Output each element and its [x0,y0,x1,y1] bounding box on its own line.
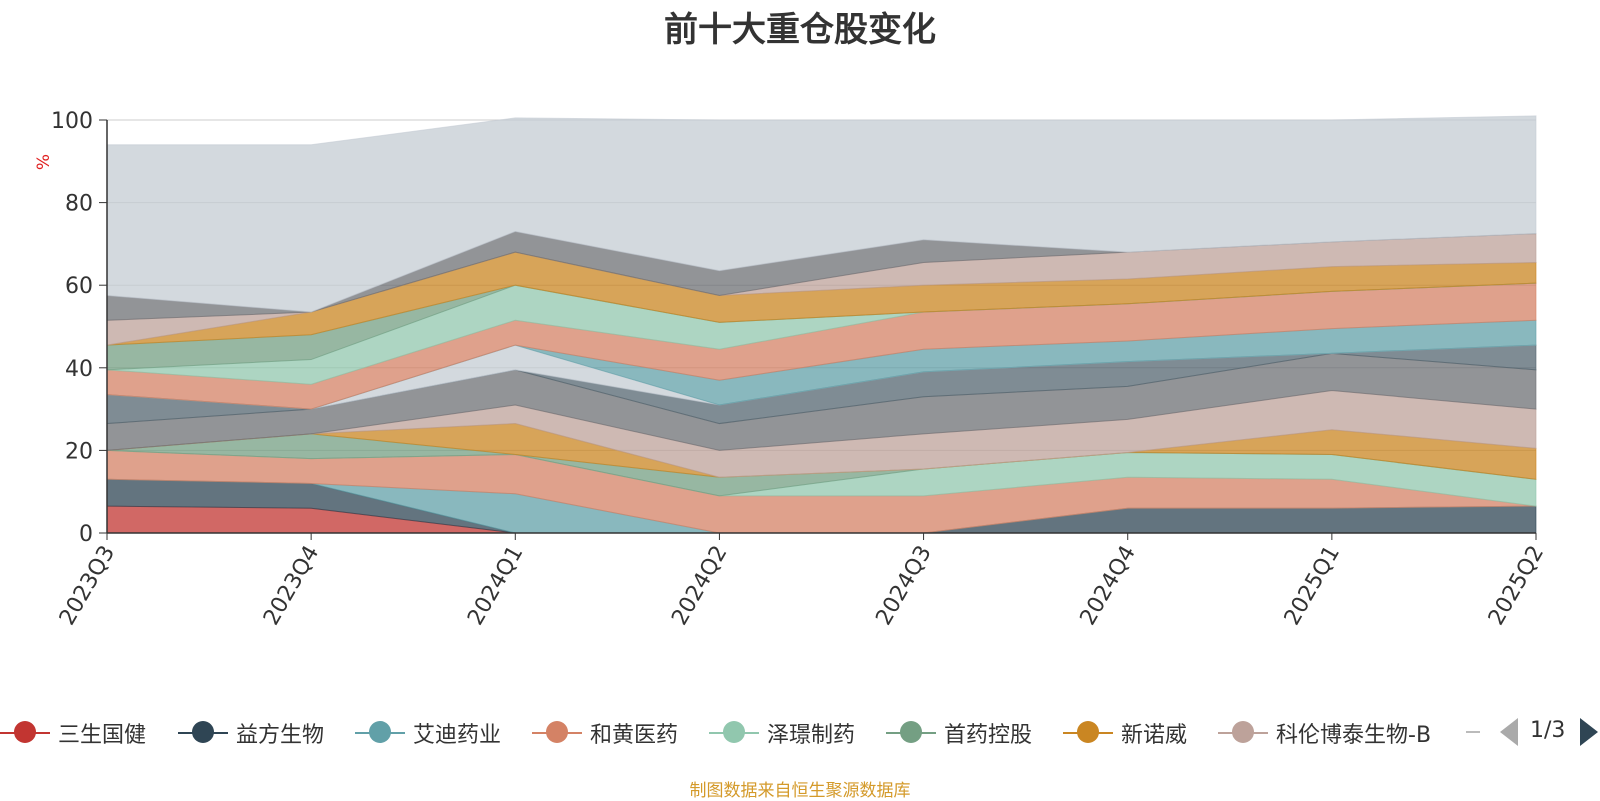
legend-label: 新诺威 [1121,723,1188,748]
legend-marker-icon [1063,720,1113,746]
legend-item[interactable]: 和黄医药 [532,713,678,753]
x-tick-label: 2023Q3 [55,542,120,630]
legend-page-indicator: 1/3 [1530,718,1566,743]
legend-item[interactable]: 益方生物 [178,713,324,753]
x-tick-label: 2024Q2 [667,542,732,630]
x-tick-label: 2024Q4 [1076,542,1141,630]
legend-label: 泽璟制药 [767,723,856,748]
y-tick-label: 60 [65,274,93,299]
legend-item[interactable]: 科伦博泰生物-B [1218,713,1431,753]
legend-item[interactable]: 泽璟制药 [709,713,855,753]
legend-marker-icon [355,720,405,746]
series-area-18[interactable] [106,115,1537,313]
legend-marker-icon [178,720,228,746]
source-note: 制图数据来自恒生聚源数据库 [689,781,911,801]
legend-label: 和黄医药 [590,723,679,748]
legend-marker-icon [0,720,50,746]
legend-label: 科伦博泰生物-B [1276,723,1432,748]
legend: 三生国健 益方生物 艾迪药业 和黄医药 泽璟制药 首药控股 新诺威 科伦博泰生物-B [0,713,1600,753]
y-tick-label: 0 [79,522,93,547]
x-tick-label: 2025Q2 [1484,542,1549,630]
y-tick-label: 80 [65,192,93,217]
x-tick-label: 2024Q3 [871,542,936,630]
legend-label: 益方生物 [236,723,325,748]
legend-item[interactable]: 艾迪药业 [355,713,501,753]
y-axis-unit-label: % [34,154,54,170]
legend-overflow-marker [1466,731,1480,733]
legend-next-page-icon[interactable] [1580,718,1598,746]
legend-item[interactable]: 首药控股 [886,713,1032,753]
y-tick-label: 20 [65,439,93,464]
chart-title: 前十大重仓股变化 [664,10,936,50]
y-tick-label: 40 [65,357,93,382]
legend-marker-icon [709,720,759,746]
x-tick-label: 2025Q1 [1280,542,1345,630]
legend-item[interactable]: 新诺威 [1063,713,1187,753]
legend-prev-page-icon[interactable] [1500,718,1518,746]
legend-item[interactable]: 三生国健 [0,713,146,753]
legend-marker-icon [532,720,582,746]
x-tick-label: 2024Q1 [463,542,528,630]
x-tick-label: 2023Q4 [259,542,324,630]
legend-label: 艾迪药业 [413,723,502,748]
legend-marker-icon [886,720,936,746]
legend-label: 三生国健 [58,723,147,748]
series-areas [106,115,1537,534]
y-tick-label: 100 [51,109,93,134]
chart-area: 0 20 40 60 80 100 2023Q3 2023Q4 2024Q1 2024Q2 2024… [34,109,1549,630]
legend-label: 首药控股 [944,723,1033,748]
legend-marker-icon [1218,720,1268,746]
